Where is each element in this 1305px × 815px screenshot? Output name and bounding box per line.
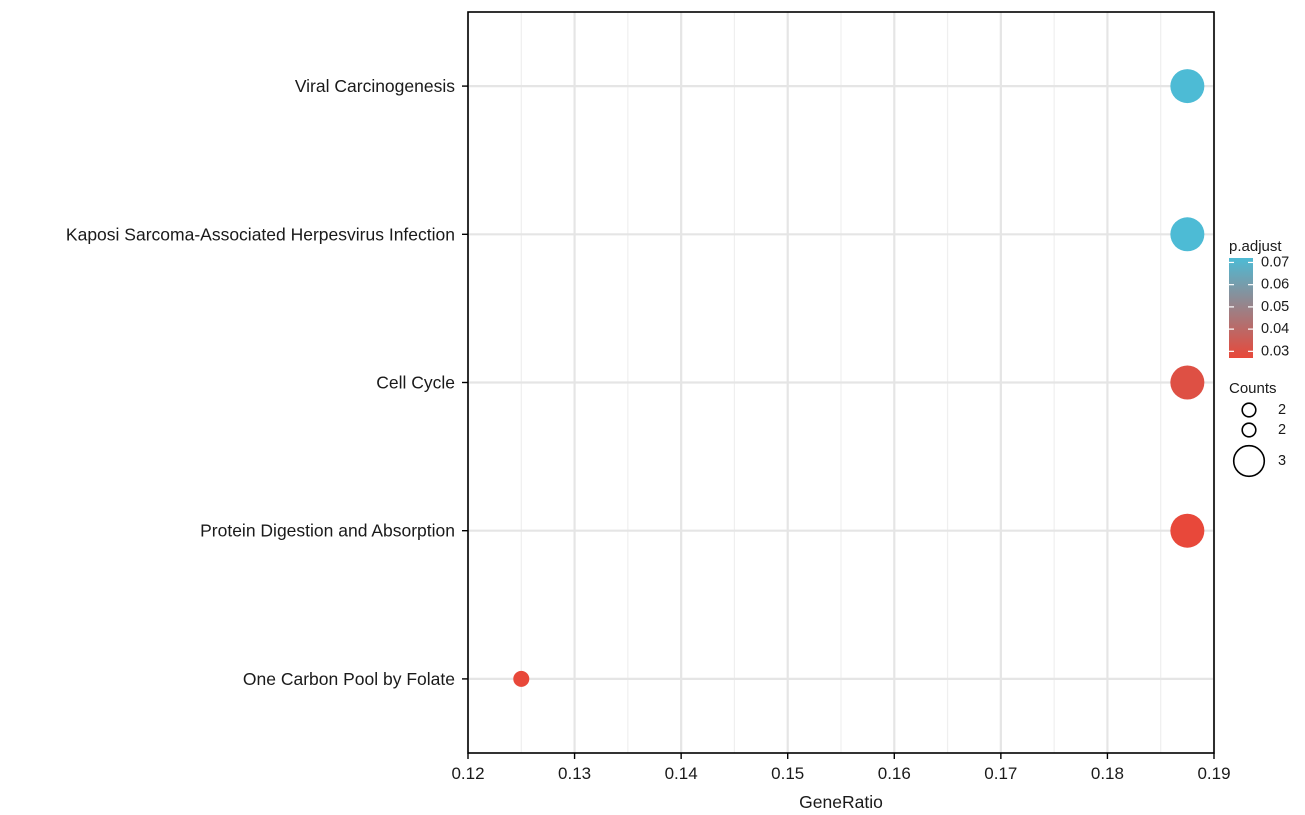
color-legend-label: 0.04: [1261, 321, 1289, 337]
size-legend: Counts 2 2 3: [1229, 380, 1286, 478]
data-point: [513, 670, 530, 687]
size-legend-entries: 2 2 3: [1232, 402, 1286, 478]
color-legend-label: 0.07: [1261, 254, 1289, 270]
size-legend-label: 2: [1278, 422, 1286, 438]
y-category-label: Cell Cycle: [376, 373, 455, 393]
x-tick-label: 0.19: [1197, 764, 1230, 783]
y-axis-labels: Viral Carcinogenesis Kaposi Sarcoma-Assoc…: [66, 76, 468, 689]
color-legend-title: p.adjust: [1229, 238, 1282, 255]
data-points: [513, 69, 1205, 687]
x-axis-title: GeneRatio: [799, 792, 883, 812]
y-category-label: Protein Digestion and Absorption: [200, 521, 455, 541]
color-legend-label: 0.05: [1261, 299, 1289, 315]
x-tick-label: 0.14: [665, 764, 698, 783]
color-legend-label: 0.06: [1261, 277, 1289, 293]
x-tick-label: 0.13: [558, 764, 591, 783]
size-legend-label: 3: [1278, 453, 1286, 469]
size-legend-key: [1232, 444, 1266, 478]
y-category-label: Kaposi Sarcoma-Associated Herpesvirus In…: [66, 224, 455, 244]
size-legend-label: 2: [1278, 402, 1286, 418]
grid-lines: [466, 12, 1216, 753]
x-tick-label: 0.12: [451, 764, 484, 783]
x-tick-label: 0.18: [1091, 764, 1124, 783]
color-legend-label: 0.03: [1261, 343, 1289, 359]
y-category-label: One Carbon Pool by Folate: [243, 669, 455, 689]
y-category-label: Viral Carcinogenesis: [295, 76, 455, 96]
x-axis: 0.12 0.13 0.14 0.15 0.16 0.17 0.18 0.19: [451, 753, 1231, 783]
size-legend-key: [1241, 422, 1257, 438]
size-legend-key: [1241, 402, 1257, 418]
x-tick-label: 0.16: [878, 764, 911, 783]
size-legend-title: Counts: [1229, 380, 1277, 397]
data-point: [1170, 513, 1205, 548]
data-point: [1170, 69, 1205, 104]
data-point: [1170, 217, 1205, 252]
color-legend: p.adjust 0.07 0.06 0.05 0.04 0.03: [1229, 238, 1289, 359]
data-point: [1170, 365, 1205, 400]
x-tick-label: 0.15: [771, 764, 804, 783]
x-tick-label: 0.17: [984, 764, 1017, 783]
color-legend-bar: [1229, 258, 1253, 358]
color-legend-ticks: 0.07 0.06 0.05 0.04 0.03: [1229, 254, 1289, 359]
